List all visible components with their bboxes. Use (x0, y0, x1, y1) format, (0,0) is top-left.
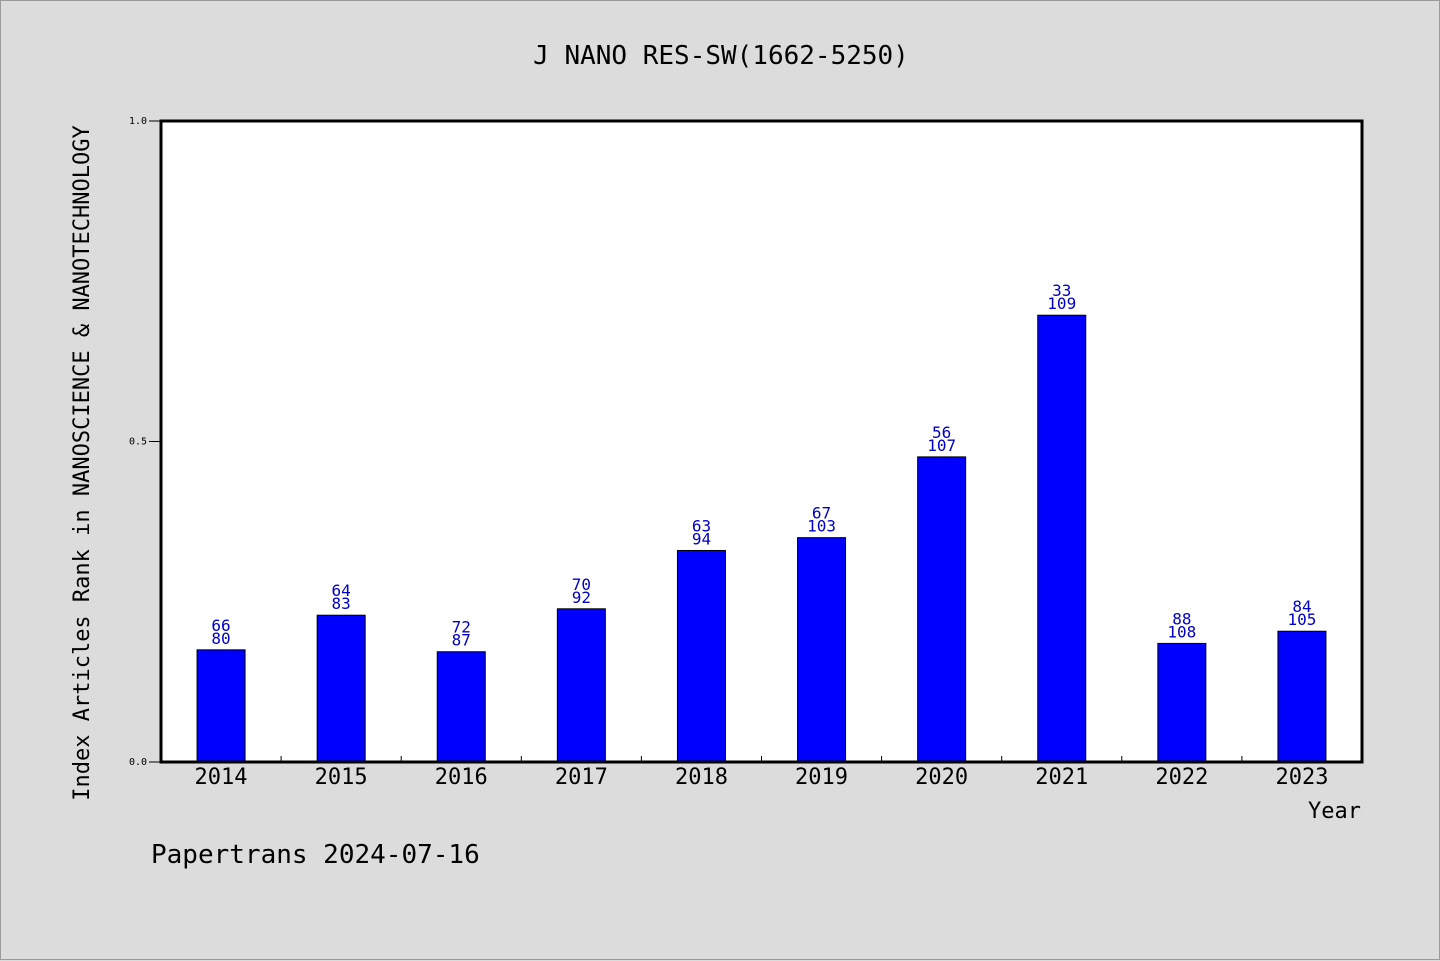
bar-label-bottom: 105 (1287, 610, 1316, 629)
bar-label-top: 70 (572, 575, 591, 594)
bar-2022 (1157, 642, 1207, 763)
bar-label-bottom: 94 (692, 529, 711, 548)
bar-label-top: 67 (812, 504, 831, 523)
bar-label-top: 84 (1292, 597, 1311, 616)
bar-label-top: 33 (1052, 281, 1071, 300)
chart-title: J NANO RES-SW(1662-5250) (533, 41, 909, 71)
bar-2015 (316, 614, 366, 763)
bar-label-bottom: 103 (807, 517, 836, 536)
bar-label-bottom: 87 (452, 631, 471, 650)
bar-2023 (1277, 630, 1327, 763)
x-tick-label: 2021 (1035, 765, 1088, 790)
bar-label-top: 66 (211, 616, 230, 635)
bar-label-top: 64 (332, 581, 351, 600)
bar-label-top: 63 (692, 516, 711, 535)
y-tick-label: 0.5 (129, 437, 147, 448)
bars (196, 314, 1327, 763)
bar-2019 (797, 537, 847, 763)
bar-label-bottom: 92 (572, 588, 591, 607)
bar-label-top: 72 (452, 618, 471, 637)
x-tick-label: 2019 (795, 765, 848, 790)
x-tick-label: 2015 (315, 765, 368, 790)
bar-2021 (1037, 314, 1087, 763)
bar-2014 (196, 649, 246, 763)
footer-date: Papertrans 2024-07-16 (151, 840, 480, 870)
plot-border (159, 119, 1364, 764)
bar-label-bottom: 83 (332, 594, 351, 613)
bar-2018 (676, 549, 726, 763)
y-tick-label: 0.0 (129, 757, 147, 768)
x-tick-label: 2022 (1155, 765, 1208, 790)
x-tick-label: 2018 (675, 765, 728, 790)
bar-2016 (436, 651, 486, 763)
y-axis-title: Index Articles Rank in NANOSCIENCE & NAN… (70, 125, 95, 801)
bar-label-bottom: 108 (1167, 622, 1196, 641)
bar-label-bottom: 107 (927, 436, 956, 455)
bar-2020 (917, 456, 967, 763)
bar-label-top: 88 (1172, 609, 1191, 628)
x-axis: 2014 2015 2016 2017 2018 2019 2020 2021 2022 2023 (195, 756, 1328, 790)
bar-label-bottom: 80 (211, 629, 230, 648)
x-tick-label: 2023 (1275, 765, 1328, 790)
x-tick-label: 2020 (915, 765, 968, 790)
x-tick-label: 2017 (555, 765, 608, 790)
bar-2017 (556, 608, 606, 763)
y-axis: 0.0 0.5 1.0 (129, 116, 161, 768)
x-axis-title: Year (1308, 799, 1361, 824)
bar-label-bottom: 109 (1047, 294, 1076, 313)
x-tick-label: 2016 (435, 765, 488, 790)
bar-label-top: 56 (932, 423, 951, 442)
x-tick-label: 2014 (195, 765, 248, 790)
y-tick-label: 1.0 (129, 116, 147, 127)
